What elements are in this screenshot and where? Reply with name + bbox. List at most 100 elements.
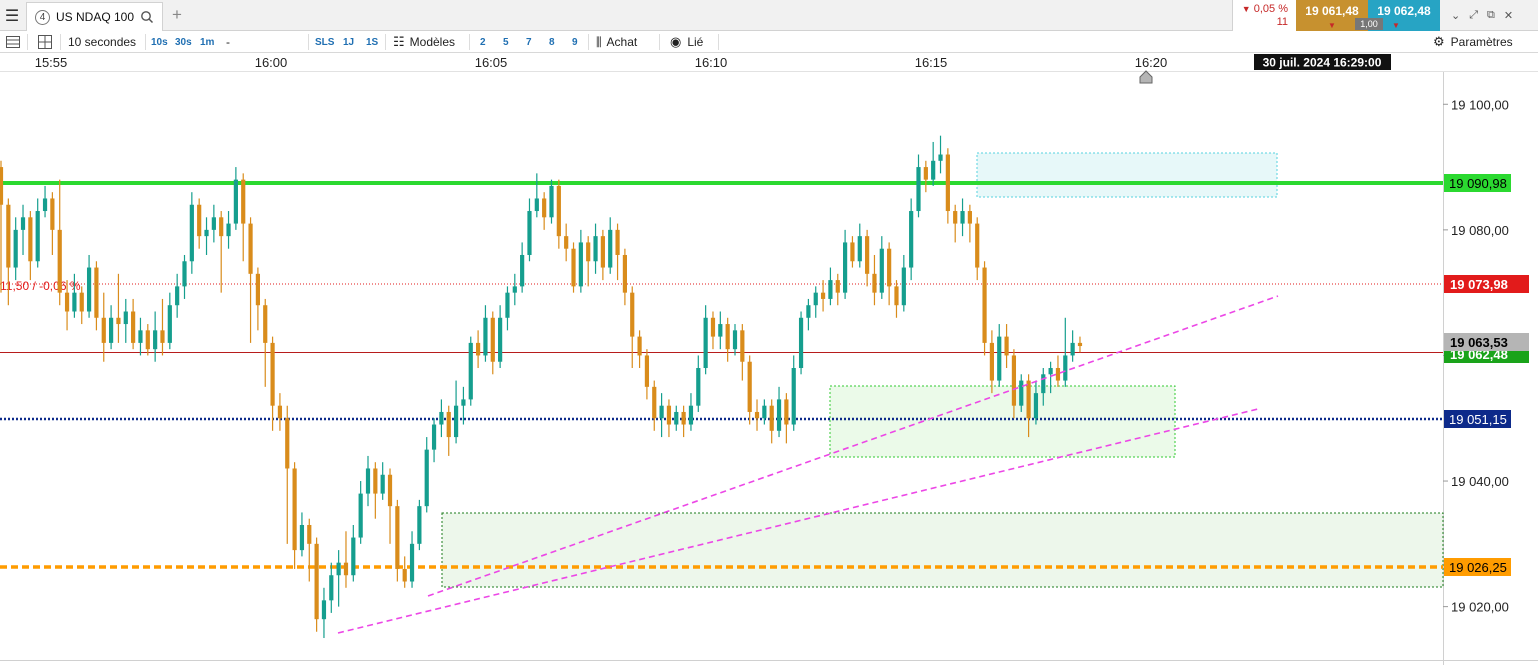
candle[interactable] xyxy=(600,229,605,281)
candle[interactable] xyxy=(387,468,393,544)
candle[interactable] xyxy=(798,311,804,375)
candle[interactable] xyxy=(806,298,811,331)
preset-8-button[interactable]: 8 xyxy=(549,36,555,48)
candle[interactable] xyxy=(901,254,906,312)
candle[interactable] xyxy=(938,135,943,174)
candle[interactable] xyxy=(681,405,686,438)
candle[interactable] xyxy=(666,399,672,438)
candle[interactable] xyxy=(109,305,114,350)
candle[interactable] xyxy=(417,499,422,551)
candle[interactable] xyxy=(270,336,275,431)
candle[interactable] xyxy=(784,393,789,444)
candle[interactable] xyxy=(850,236,855,268)
candle[interactable] xyxy=(1004,324,1009,369)
candle[interactable] xyxy=(1055,355,1061,387)
candle[interactable] xyxy=(835,273,840,306)
candle[interactable] xyxy=(380,462,385,500)
templates-button[interactable]: ☷ Modèles xyxy=(393,31,455,53)
candle[interactable] xyxy=(556,179,561,249)
candle[interactable] xyxy=(549,179,554,224)
candle[interactable] xyxy=(167,292,172,350)
candle[interactable] xyxy=(857,223,862,268)
close-icon[interactable]: ✕ xyxy=(1503,10,1514,22)
candle[interactable] xyxy=(578,229,583,293)
candle[interactable] xyxy=(696,355,701,412)
candle[interactable] xyxy=(982,261,987,356)
candle[interactable] xyxy=(945,148,950,224)
one-s-button[interactable]: 1S xyxy=(366,36,379,48)
candle[interactable] xyxy=(747,355,752,425)
candle[interactable] xyxy=(527,198,532,262)
candle[interactable] xyxy=(490,311,495,375)
detach-icon[interactable]: ⧉ xyxy=(1487,9,1495,21)
interval-more-select[interactable]: - xyxy=(226,35,230,49)
candle[interactable] xyxy=(571,242,576,293)
candle[interactable] xyxy=(725,317,730,362)
preset-2-button[interactable]: 2 xyxy=(480,36,486,48)
candle[interactable] xyxy=(336,550,341,607)
candle[interactable] xyxy=(50,192,55,255)
candle[interactable] xyxy=(505,286,510,331)
candle[interactable] xyxy=(94,261,99,331)
candle[interactable] xyxy=(593,223,598,274)
candle[interactable] xyxy=(35,198,40,268)
candle[interactable] xyxy=(409,531,415,588)
candle[interactable] xyxy=(975,217,980,281)
candle[interactable] xyxy=(439,399,444,438)
candle[interactable] xyxy=(6,198,11,306)
one-day-button[interactable]: 1J xyxy=(343,36,355,48)
candle[interactable] xyxy=(887,242,892,306)
candle[interactable] xyxy=(263,298,268,387)
candle[interactable] xyxy=(622,248,627,306)
sls-button[interactable]: SLS xyxy=(315,36,335,48)
preset-7-button[interactable]: 7 xyxy=(526,36,532,48)
candle[interactable] xyxy=(314,537,319,632)
price-chart[interactable]: 15:55 16:00 16:05 16:10 16:15 16:20 30 juil. … xyxy=(0,53,1538,665)
candle[interactable] xyxy=(498,305,503,369)
candle[interactable] xyxy=(424,437,429,513)
candle[interactable] xyxy=(1011,349,1017,419)
candle[interactable] xyxy=(86,254,92,318)
candle[interactable] xyxy=(0,160,4,293)
candle[interactable] xyxy=(931,141,936,186)
supply-zone-top[interactable] xyxy=(976,152,1278,198)
candle[interactable] xyxy=(916,154,921,218)
candle[interactable] xyxy=(20,204,26,255)
candle[interactable] xyxy=(241,173,246,262)
candle[interactable] xyxy=(674,405,679,431)
settings-button[interactable]: ⚙ Paramètres xyxy=(1433,31,1513,53)
candle[interactable] xyxy=(894,280,899,318)
candle[interactable] xyxy=(365,455,371,507)
candle[interactable] xyxy=(688,393,694,431)
candle[interactable] xyxy=(329,562,334,613)
candle[interactable] xyxy=(953,204,958,243)
candle[interactable] xyxy=(197,198,202,249)
candle[interactable] xyxy=(42,185,48,218)
candle[interactable] xyxy=(1063,317,1068,387)
candle[interactable] xyxy=(292,462,297,569)
panel-toggle-icon[interactable] xyxy=(6,31,20,53)
interval-30s-button[interactable]: 30s xyxy=(175,36,192,48)
candle[interactable] xyxy=(402,556,407,588)
candle[interactable] xyxy=(57,179,62,306)
chart-canvas[interactable]: 15:55 16:00 16:05 16:10 16:15 16:20 30 juil. … xyxy=(0,53,1538,665)
candle[interactable] xyxy=(131,298,136,350)
candle[interactable] xyxy=(710,311,716,350)
candle[interactable] xyxy=(1070,330,1075,362)
candle[interactable] xyxy=(446,405,451,456)
candle[interactable] xyxy=(564,223,569,262)
candle[interactable] xyxy=(615,223,620,281)
candle[interactable] xyxy=(791,355,796,431)
candle[interactable] xyxy=(586,236,591,287)
candle[interactable] xyxy=(1041,368,1046,406)
candle[interactable] xyxy=(879,236,884,299)
candle[interactable] xyxy=(153,311,158,362)
candle[interactable] xyxy=(534,173,539,218)
candle[interactable] xyxy=(321,587,327,639)
linked-button[interactable]: ◉ Lié xyxy=(670,31,703,53)
candle[interactable] xyxy=(776,386,782,438)
candle[interactable] xyxy=(813,286,818,318)
candle[interactable] xyxy=(461,386,466,425)
trendline-upper[interactable] xyxy=(427,295,1279,597)
sell-button[interactable]: 19 061,48 ▼ xyxy=(1296,0,1368,31)
